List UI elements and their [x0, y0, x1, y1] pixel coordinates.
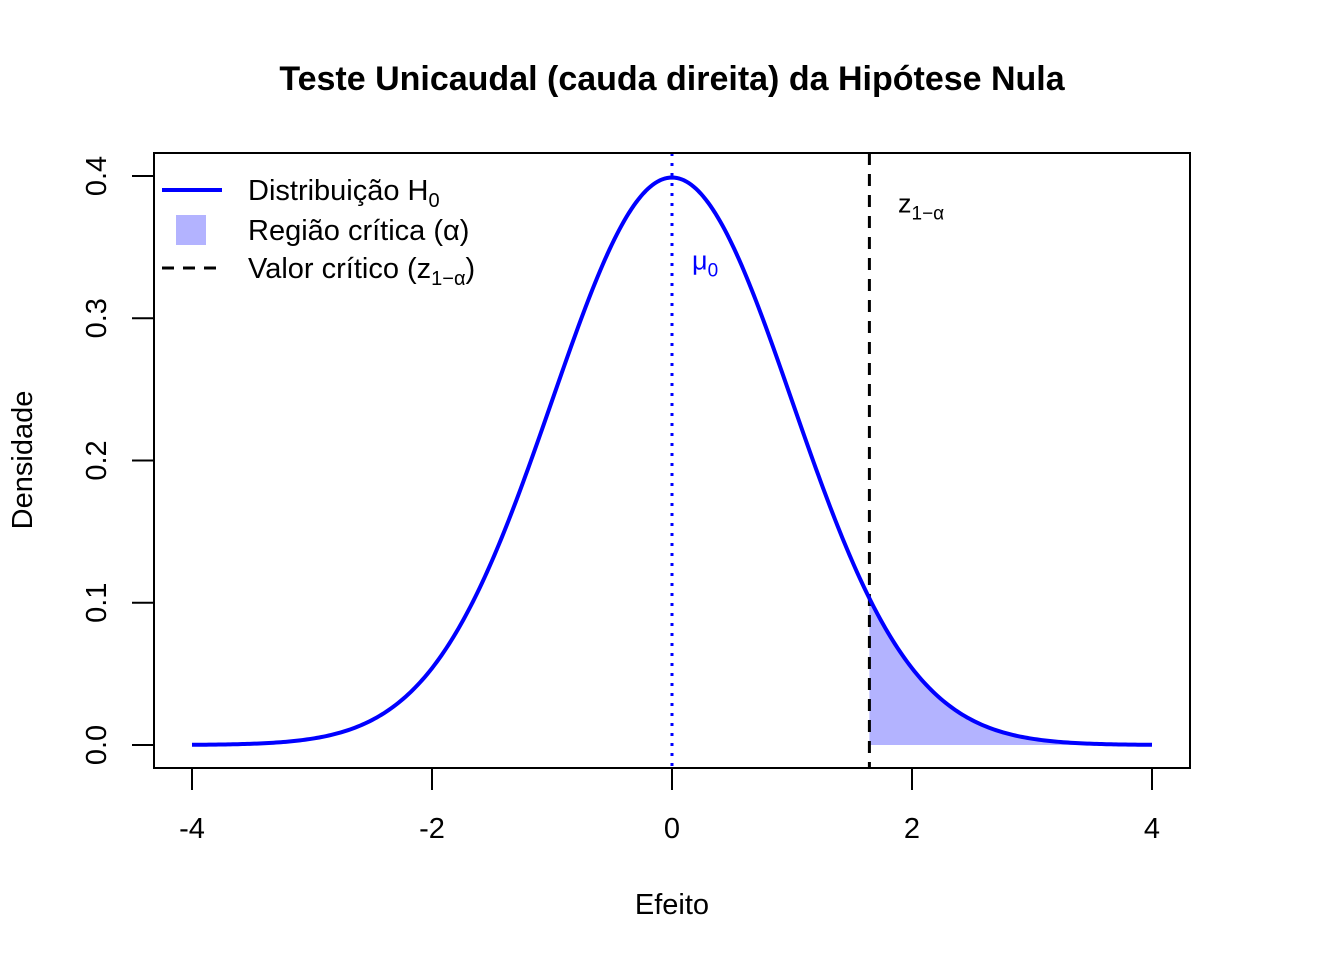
plot-area — [191, 153, 1153, 768]
chart-title: Teste Unicaudal (cauda direita) da Hipót… — [279, 60, 1065, 98]
x-tick-label: 4 — [1144, 813, 1160, 845]
y-tick-label: 0.0 — [81, 725, 113, 765]
annotation-mu0: μ0 — [692, 245, 718, 281]
y-axis-label: Densidade — [7, 391, 39, 530]
svg-text:z1−α: z1−α — [898, 188, 944, 224]
svg-text:μ0: μ0 — [692, 245, 718, 281]
critical-region-area — [869, 598, 1152, 745]
x-tick-label: 0 — [664, 813, 680, 845]
axes: -4 -2 0 2 4 0.0 0.1 0.2 0.3 0.4 — [81, 152, 1191, 845]
annotation-z-text: z — [898, 188, 912, 218]
density-curve-h0 — [191, 175, 1153, 747]
legend-entry-critical-value: Valor crítico (z1−α) — [248, 253, 475, 290]
y-tick-label: 0.4 — [81, 156, 113, 196]
y-tick-label: 0.3 — [81, 298, 113, 338]
x-tick-label: -2 — [419, 813, 445, 845]
y-tick-label: 0.2 — [81, 440, 113, 480]
x-axis-label: Efeito — [635, 889, 709, 921]
legend-entry-critical-region: Região crítica (α) — [248, 215, 469, 247]
legend-fill-symbol — [176, 215, 206, 245]
annotation-z-sub: 1−α — [912, 203, 945, 224]
legend: Distribuição H0 Região crítica (α) Valor… — [162, 175, 475, 290]
annotation-z-critical: z1−α — [898, 188, 944, 224]
x-tick-label: 2 — [904, 813, 920, 845]
annotation-mu0-sub: 0 — [708, 260, 719, 281]
y-tick-label: 0.1 — [81, 583, 113, 623]
annotation-mu0-text: μ — [692, 245, 708, 275]
legend-entry-distribution: Distribuição H0 — [248, 175, 440, 212]
x-tick-label: -4 — [179, 813, 205, 845]
